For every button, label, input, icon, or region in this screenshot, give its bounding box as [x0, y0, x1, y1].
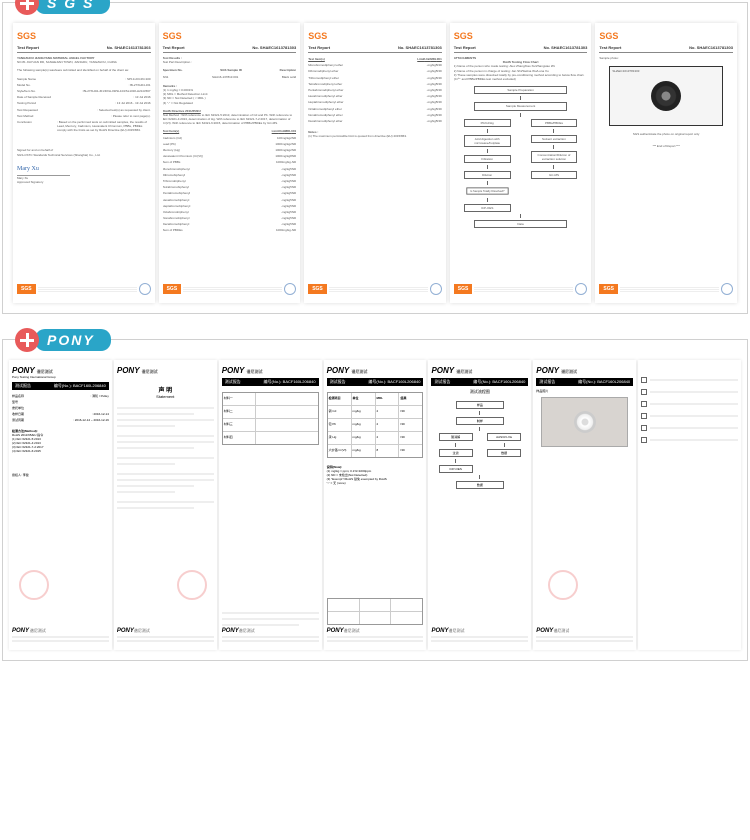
signer-title: Approved Signatory — [17, 180, 151, 184]
body: 样品名称: 滑轮 / Pulley 型号 委托单位 收样日期: 2016-12-… — [12, 393, 109, 477]
sgs-brand-label: S G S — [35, 0, 110, 14]
material-table: 材料一 材料二 材料三 材料四 — [222, 392, 319, 445]
pony-page-6: PONY 谱尼测试 测试报告编号(No.): BACF160L206840 样品… — [533, 360, 636, 650]
stamp-icon — [139, 283, 151, 295]
pony-page-3: PONY 谱尼测试 测试报告编号(No.): BACF160L206840 材料… — [219, 360, 322, 650]
pony-page-1: PONY 谱尼测试 Pony Testing International Gro… — [9, 360, 112, 650]
check-item — [641, 389, 738, 395]
flow-node: Sample Measurement — [474, 102, 568, 110]
checkbox-icon — [641, 413, 647, 419]
checkbox-icon — [641, 377, 647, 383]
stamp-icon — [721, 283, 733, 295]
pony-section: PONY PONY 谱尼测试 Pony Testing Internationa… — [2, 339, 748, 661]
check-item — [641, 413, 738, 419]
checkbox-icon — [641, 425, 647, 431]
checkbox-icon — [641, 401, 647, 407]
statement-title: 声 明 — [117, 385, 214, 394]
flow-branches: Pb/Cd/Hg Acid digestion with microwave/h… — [454, 117, 588, 214]
sgs-footer: SGS — [308, 283, 442, 295]
end-mark: *** End of Report *** — [599, 144, 733, 148]
report-no: No. SHAEC1613781303 — [107, 45, 151, 50]
report-title: Test Report — [17, 45, 39, 50]
field-row: Conclusion: Based on the performed tests… — [17, 119, 151, 134]
sign-company: SGS-CSTC Standards Technical Services (S… — [17, 153, 151, 157]
sample-label: Sample photo: — [599, 56, 733, 60]
pony-page-4: PONY 谱尼测试 测试报告编号(No.): BACF160L206840 检测… — [324, 360, 427, 650]
red-stamp-icon — [19, 570, 49, 600]
sgs-logo: SGS — [163, 31, 297, 41]
sample-photo — [541, 397, 628, 447]
checkbox-icon — [641, 389, 647, 395]
pony-page-5: PONY 谱尼测试 测试报告编号(No.): BACF160L206840 测试… — [428, 360, 531, 650]
check-item — [641, 377, 738, 383]
flow-node: Sample Preparation — [474, 86, 568, 94]
results-table: 检测项目 单位 MDL 结果 镉 Cdmg/kg2ND铅 Pbmg/kg2ND汞… — [327, 392, 424, 458]
sgs-tag: S G S — [15, 0, 110, 15]
check-item — [641, 401, 738, 407]
sgs-footer: SGS — [599, 283, 733, 295]
table-row: 六价铬 Cr(VI)mg/kg8ND — [328, 445, 423, 457]
red-stamp-icon — [177, 570, 207, 600]
plus-icon — [15, 328, 39, 352]
pulley-icon — [574, 411, 596, 433]
report-title-bar: Test Report No. SHAEC1613781303 — [17, 45, 151, 53]
page2-body: Test Results : Test Part Description : S… — [163, 56, 297, 283]
page3-body: Test Item(s) Limit Unit MDL 001 Monobrom… — [308, 56, 442, 283]
page4-body: ATTACHMENTS RoHS Testing Flow Chart 1) N… — [454, 56, 588, 283]
sgs-page-2: SGS Test Report No. SHAEC1613781303 Test… — [159, 23, 301, 303]
table-row: 铅 Pbmg/kg2ND — [328, 419, 423, 432]
sgs-page-1: SGS Test Report No. SHAEC1613781303 YANG… — [13, 23, 155, 303]
table-row: 镉 Cdmg/kg2ND — [328, 406, 423, 419]
sgs-logo: SGS — [17, 31, 151, 41]
sgs-pages-row: SGS Test Report No. SHAEC1613781303 YANG… — [3, 3, 747, 313]
sgs-footer: SGS — [17, 283, 151, 295]
footer-text — [38, 286, 137, 293]
check-item — [641, 437, 738, 443]
sgs-page-5: SGS Test ReportNo. SHAEC1613781303 Sampl… — [595, 23, 737, 303]
flow-end: Data — [474, 220, 568, 228]
page5-body: Sample photo: SHAEC1613781303 SGS authen… — [599, 56, 733, 283]
pony-page-2: PONY 谱尼测试 声 明 Statement PONY谱尼测试 — [114, 360, 217, 650]
check-item — [641, 425, 738, 431]
report-title-bar: Test Report No. SHAEC1613781303 — [163, 45, 297, 53]
checkbox-icon — [641, 437, 647, 443]
pony-footer: PONY 谱尼测试 — [12, 628, 109, 644]
pony-logo: PONY 谱尼测试 — [12, 366, 109, 375]
stamp-icon — [575, 283, 587, 295]
method: Test Method : With reference to IEC 6232… — [163, 113, 297, 126]
pony-tag: PONY — [15, 328, 111, 352]
stamp-icon — [430, 283, 442, 295]
signature: Mary Xu — [17, 165, 151, 173]
sample-photo: SHAEC1613781303 — [609, 66, 723, 126]
table-row: 汞 Hgmg/kg2ND — [328, 432, 423, 445]
stamp-icon — [284, 283, 296, 295]
title-bar: 测试报告编号(No.): BACF160L206840 — [12, 382, 109, 390]
pony-pages-row: PONY 谱尼测试 Pony Testing International Gro… — [3, 340, 747, 660]
plus-icon — [15, 0, 39, 15]
pony-page-7 — [638, 360, 741, 650]
page1-body: YANGZHOU JIANGYANG MATERIAL ANGEL FACTOR… — [17, 56, 151, 283]
legend: 3) These samples were dissolved totally … — [454, 73, 588, 81]
notes: (1) The maximum permissible limit is quo… — [308, 134, 442, 138]
sgs-footer-logo: SGS — [17, 284, 36, 294]
sgs-page-4: SGS Test ReportNo. SHAEC1613781303 ATTAC… — [450, 23, 592, 303]
sgs-section: S G S SGS Test Report No. SHAEC161378130… — [2, 2, 748, 314]
sgs-page-3: SGS Test ReportNo. SHAEC1613781303 Test … — [304, 23, 446, 303]
pony-brand-label: PONY — [35, 329, 111, 351]
table-row: Sum of PBDEs1000mg/kg-ND — [163, 227, 297, 233]
sgs-footer: SGS — [454, 283, 588, 295]
sgs-footer: SGS — [163, 283, 297, 295]
pulley-icon — [651, 81, 681, 111]
